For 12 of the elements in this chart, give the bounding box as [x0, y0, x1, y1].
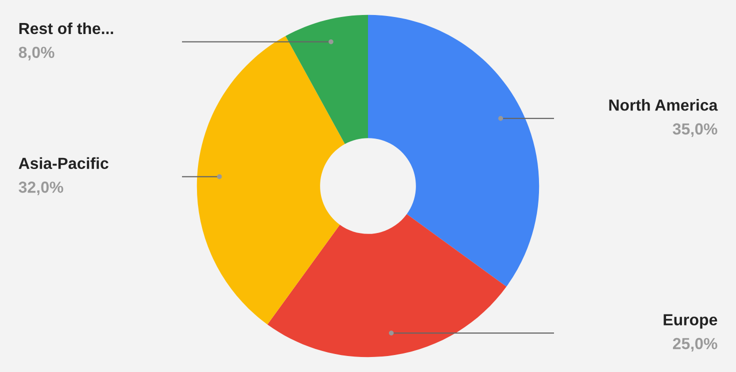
data-label: 35,0%: [672, 123, 718, 137]
slice-label: North America: [609, 99, 718, 111]
data-label: 8,0%: [18, 46, 54, 60]
slice-label: Europe: [664, 314, 718, 329]
slice-label: Asia-Pacific: [18, 157, 108, 170]
slice-label: Rest of the...: [19, 22, 114, 34]
data-label: 25,0%: [672, 338, 718, 352]
donut-slice: [267, 214, 506, 358]
donut-slice: [196, 36, 345, 324]
data-label: 32,0%: [18, 182, 64, 196]
donut-slice: [368, 14, 540, 287]
donut-slice: [286, 14, 368, 144]
